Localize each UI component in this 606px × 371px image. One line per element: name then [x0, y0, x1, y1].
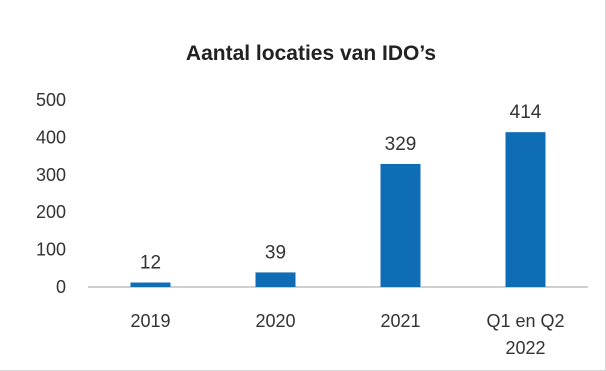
bar	[255, 272, 296, 287]
data-labels-group: 12 39 329 414	[140, 102, 542, 273]
x-tick-label: 2019	[130, 311, 170, 331]
y-tick-label: 200	[36, 202, 66, 222]
y-tick-label: 300	[36, 165, 66, 185]
data-label: 39	[265, 242, 286, 263]
bar	[505, 132, 546, 287]
x-tick-label: 2021	[380, 311, 420, 331]
y-tick-label: 400	[36, 127, 66, 147]
data-label: 329	[385, 134, 417, 155]
x-tick-label: Q1 en Q2 2022	[486, 311, 564, 358]
chart-title: Aantal locaties van IDO’s	[186, 42, 436, 65]
y-tick-label: 500	[36, 90, 66, 110]
y-tick-label: 100	[36, 240, 66, 260]
x-axis-ticks: 2019 2020 2021 Q1 en Q2 2022	[130, 311, 564, 358]
data-label: 12	[140, 253, 161, 274]
x-tick-label: 2020	[255, 311, 295, 331]
y-axis-ticks: 0 100 200 300 400 500	[36, 90, 66, 297]
bar	[130, 282, 171, 287]
bar	[380, 163, 421, 287]
data-label: 414	[510, 102, 542, 123]
y-tick-label: 0	[56, 277, 66, 297]
bars-group	[130, 132, 546, 287]
